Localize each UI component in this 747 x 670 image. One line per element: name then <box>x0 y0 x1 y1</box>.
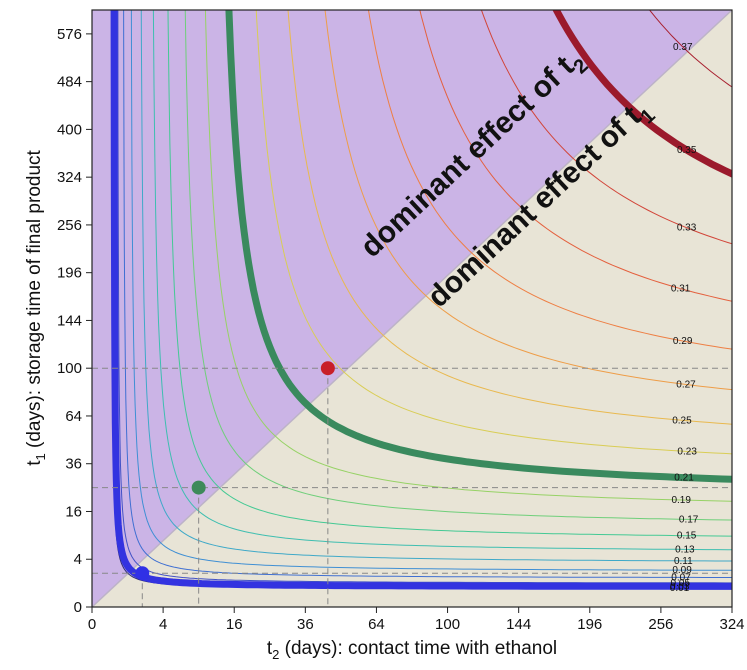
y-tick-label-3: 36 <box>65 456 82 473</box>
contour-label-right-0.37: 0.37 <box>673 42 693 53</box>
contour-line-0.25 <box>287 10 732 425</box>
contour-line-0.23 <box>255 10 732 455</box>
x-tick-label-3: 36 <box>297 616 314 633</box>
divider-line <box>92 10 732 607</box>
y-tick-label-1: 4 <box>74 551 82 568</box>
contour-label-right-0.17: 0.17 <box>679 514 699 525</box>
contour-label-right-0.19: 0.19 <box>671 495 691 506</box>
contour-label-right-0.07: 0.07 <box>671 572 691 583</box>
contour-label-right-0.21: 0.21 <box>674 473 694 484</box>
y-tick-label-7: 196 <box>57 265 82 282</box>
contour-label-right-0.29: 0.29 <box>673 336 693 347</box>
contour-line-0.07 <box>123 10 732 578</box>
contour-labels: 0.010.030.050.070.090.110.13 0.15 0.17 0.19… <box>670 42 699 594</box>
marked-point-2 <box>320 361 335 376</box>
contour-line-0.33 <box>480 10 732 245</box>
y-tick-label-9: 324 <box>57 169 82 186</box>
contour-label-right-0.13: 0.13 <box>675 544 695 555</box>
x-tick-label-7: 196 <box>577 616 602 633</box>
marked-point-1 <box>191 480 206 495</box>
y-tick-label-4: 64 <box>65 408 82 425</box>
plot-frame <box>91 9 733 608</box>
x-tick-label-8: 256 <box>648 616 673 633</box>
contour-line-0.37 <box>648 10 732 88</box>
x-tick-label-0: 0 <box>88 616 96 633</box>
contour-line-0.13 <box>152 10 732 551</box>
contour-line-0.17 <box>184 10 732 521</box>
highlighted-contours <box>110 10 732 590</box>
contour-line-0.31 <box>419 10 732 302</box>
x-axis-title: t2 (days): contact time with ethanol <box>267 638 557 662</box>
contour-label-right-0.33: 0.33 <box>677 223 697 234</box>
y-tick-label-5: 100 <box>57 360 82 377</box>
y-tick-label-6: 144 <box>57 312 82 329</box>
contour-line-0.27 <box>324 10 732 391</box>
axes: 0 4 16 36 64 100 144 196 256 324 0 4 16 36 64 100 144 196… <box>57 26 745 633</box>
x-tick-label-6: 144 <box>506 616 531 633</box>
contour-line-0.09 <box>130 10 732 571</box>
plot-background <box>92 10 732 607</box>
x-tick-label-5: 100 <box>435 616 460 633</box>
contour-label-right-0.25: 0.25 <box>672 415 692 426</box>
x-tick-label-1: 4 <box>159 616 167 633</box>
y-tick-label-0: 0 <box>74 599 82 616</box>
highlighted-contour-0.03 <box>110 10 732 590</box>
contour-label-right-0.03: 0.03 <box>670 581 690 592</box>
marked-points <box>135 361 335 581</box>
contour-label-right-0.01: 0.01 <box>670 583 690 594</box>
y-tick-label-2: 16 <box>65 503 82 520</box>
marked-point-0 <box>135 566 150 581</box>
contour-line-0.11 <box>140 10 732 562</box>
contour-label-right-0.15: 0.15 <box>677 531 697 542</box>
highlighted-contour-0.21 <box>225 10 732 483</box>
contour-label-right-0.23: 0.23 <box>677 446 697 457</box>
contour-label-right-0.09: 0.09 <box>672 565 692 576</box>
highlighted-contour-0.35 <box>552 10 732 178</box>
y-axis-title: t1 (days): storage time of final product <box>24 149 48 465</box>
x-tick-label-4: 64 <box>368 616 385 633</box>
contour-label-right-0.31: 0.31 <box>671 284 691 295</box>
x-tick-label-9: 324 <box>719 616 744 633</box>
y-tick-label-8: 256 <box>57 217 82 234</box>
x-tick-label-2: 16 <box>226 616 243 633</box>
contour-label-right-0.11: 0.11 <box>674 556 693 567</box>
contour-label-right-0.27: 0.27 <box>676 379 696 390</box>
y-tick-label-12: 576 <box>57 26 82 43</box>
contour-line-0.05 <box>117 10 732 584</box>
y-tick-label-10: 400 <box>57 121 82 138</box>
contour-line-0.19 <box>204 10 732 502</box>
contour-label-right-0.05: 0.05 <box>671 578 691 589</box>
contour-label-right-0.35: 0.35 <box>677 145 697 156</box>
y-tick-label-11: 484 <box>57 74 82 91</box>
contour-line-0.29 <box>367 10 732 350</box>
contour-line-0.15 <box>167 10 732 537</box>
